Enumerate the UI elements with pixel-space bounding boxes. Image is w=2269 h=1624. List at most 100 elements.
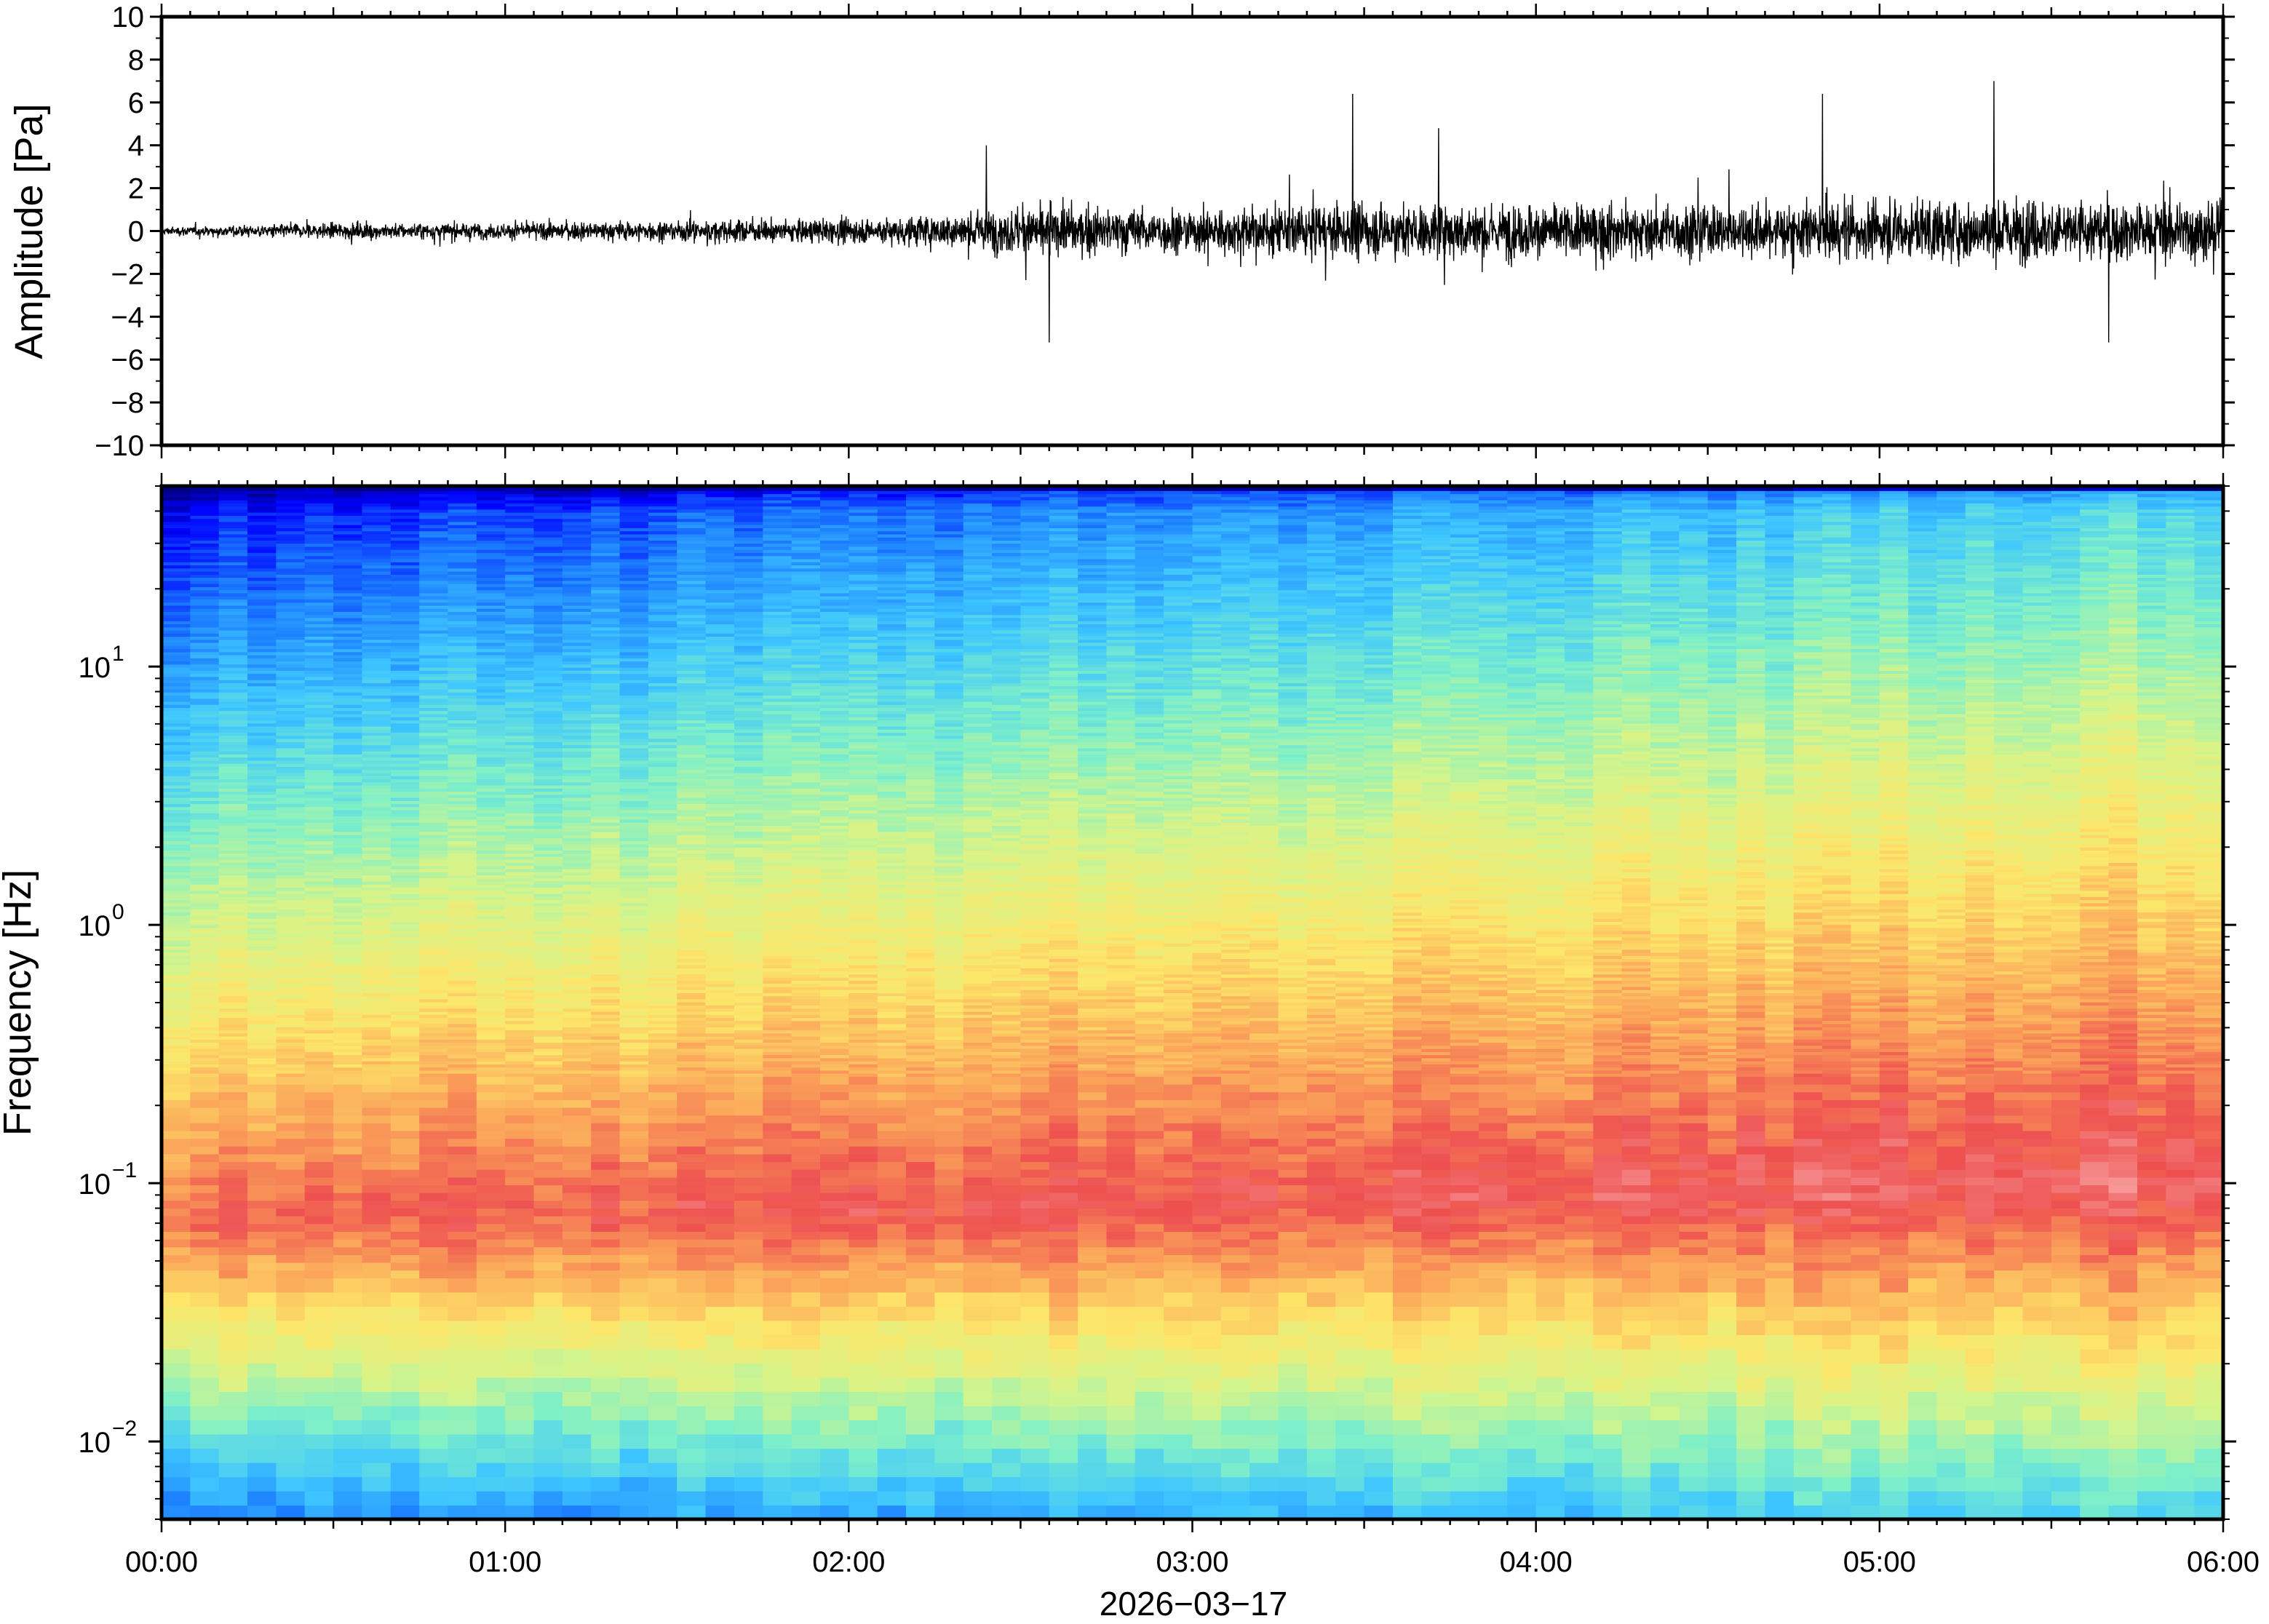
spectrogram-cell xyxy=(190,1505,220,1520)
spectrogram-cell xyxy=(276,915,306,919)
spectrogram-cell xyxy=(362,1270,392,1278)
spectrogram-cell xyxy=(190,658,220,662)
spectrogram-cell xyxy=(247,1076,277,1085)
spectrogram-cell xyxy=(162,850,191,854)
spectrogram-cell xyxy=(190,1070,220,1074)
spectrogram-cell xyxy=(619,1146,649,1155)
spectrogram-cell xyxy=(333,1448,363,1463)
spectrogram-cell xyxy=(419,1231,449,1240)
spectrogram-cell xyxy=(333,1169,363,1178)
spectrogram-cell xyxy=(218,673,248,677)
spectrogram-cell xyxy=(247,732,277,736)
spectrogram-cell xyxy=(190,536,220,541)
spectrogram-cell xyxy=(734,1099,764,1108)
spectrogram-cell xyxy=(190,1001,220,1006)
spectrogram-cell xyxy=(218,499,248,503)
spectrogram-cell xyxy=(218,896,248,901)
spectrogram-cell xyxy=(648,1161,678,1170)
spectrogram-cell xyxy=(276,645,306,650)
spectrogram-cell xyxy=(390,1146,420,1155)
spectrogram-cell xyxy=(276,1042,306,1046)
spectrogram-cell xyxy=(190,1107,220,1116)
spectrogram-cell xyxy=(763,1130,792,1139)
spectrogram-cell xyxy=(362,1223,392,1232)
spectrogram-cell xyxy=(190,1291,220,1307)
spectrogram-cell xyxy=(162,552,191,557)
spectrogram-cell xyxy=(276,989,306,993)
spectrogram-cell xyxy=(476,1091,506,1100)
spectrogram-cell xyxy=(190,1008,220,1012)
spectrogram-cell xyxy=(190,1462,220,1478)
spectrogram-cell xyxy=(276,779,306,783)
spectrogram-cell xyxy=(162,1306,191,1321)
spectrogram-cell xyxy=(304,1185,334,1193)
spectrogram-cell xyxy=(276,676,306,680)
spectrogram-cell xyxy=(276,583,306,587)
spectrogram-cell xyxy=(276,617,306,621)
spectrogram-cell xyxy=(448,1363,477,1378)
spectrogram-cell xyxy=(162,645,191,650)
spectrogram-cell xyxy=(304,1476,334,1492)
spectrogram-cell xyxy=(162,809,191,813)
spectrogram-cell xyxy=(505,1377,535,1393)
spectrogram-cell xyxy=(390,1262,420,1271)
spectrogram-cell xyxy=(162,676,191,680)
spectrogram-cell xyxy=(218,570,248,575)
spectrogram-cell xyxy=(276,499,306,503)
spectrogram-cell xyxy=(247,766,277,771)
spectrogram-cell xyxy=(276,639,306,643)
spectrogram-cell xyxy=(247,577,277,581)
spectrogram-cell xyxy=(218,645,248,650)
spectrogram-cell xyxy=(419,1405,449,1421)
spectrogram-cell xyxy=(448,1238,477,1248)
spectrogram-cell xyxy=(333,1278,363,1293)
spectrogram-cell xyxy=(619,1238,649,1248)
spectrogram-cell xyxy=(505,1177,535,1186)
spectrogram-cell xyxy=(763,1123,792,1131)
spectrogram-cell xyxy=(162,654,191,658)
spectrogram-cell xyxy=(190,909,220,913)
spectrogram-cell xyxy=(734,1123,764,1131)
spectrogram-cell xyxy=(705,1270,735,1278)
spectrogram-cell xyxy=(218,843,248,848)
spectrogram-cell xyxy=(247,877,277,882)
spectrogram-cell xyxy=(390,1130,420,1139)
spectrogram-cell xyxy=(162,549,191,554)
spectrogram-cell xyxy=(247,1083,277,1093)
spectrogram-cell xyxy=(533,1115,563,1123)
spectrogram-cell xyxy=(162,902,191,907)
spectrogram-cell xyxy=(218,983,248,987)
spectrogram-cell xyxy=(162,515,191,520)
spectrogram-cell xyxy=(390,1177,420,1186)
spectrogram-cell xyxy=(276,558,306,562)
spectrogram-cell xyxy=(247,1067,277,1071)
spectrogram-cell xyxy=(390,1231,420,1240)
spectrogram-cell xyxy=(591,1099,621,1108)
spectrogram-cell xyxy=(763,1291,792,1307)
spectrogram-cell xyxy=(276,1017,306,1022)
spectrogram-cell xyxy=(218,837,248,842)
spectrogram-cell xyxy=(362,1448,392,1463)
spectrogram-cell xyxy=(190,1023,220,1027)
spectrogram-cell xyxy=(276,930,306,935)
spectrogram-cell xyxy=(247,859,277,864)
spectrogram-cell xyxy=(218,626,248,631)
spectrogram-cell xyxy=(162,723,191,727)
spectrogram-cell xyxy=(162,744,191,749)
spectrogram-cell xyxy=(247,651,277,656)
spectrogram-cell xyxy=(190,546,220,550)
spectrogram-cell xyxy=(591,1262,621,1271)
spectrogram-cell xyxy=(648,1363,678,1378)
spectrogram-cell xyxy=(247,989,277,993)
spectrogram-cell xyxy=(705,1192,735,1201)
spectrogram-cell xyxy=(162,1433,191,1449)
spectrogram-cell xyxy=(677,1161,707,1170)
spectrogram-cell xyxy=(276,1476,306,1492)
spectrogram-cell xyxy=(218,850,248,854)
spectrogram-cell xyxy=(619,1185,649,1193)
spectrogram-cell xyxy=(276,664,306,668)
spectrogram-cell xyxy=(218,1115,248,1123)
spectrogram-cell xyxy=(276,1348,306,1364)
spectrogram-cell xyxy=(190,968,220,972)
spectrogram-cell xyxy=(362,1334,392,1350)
